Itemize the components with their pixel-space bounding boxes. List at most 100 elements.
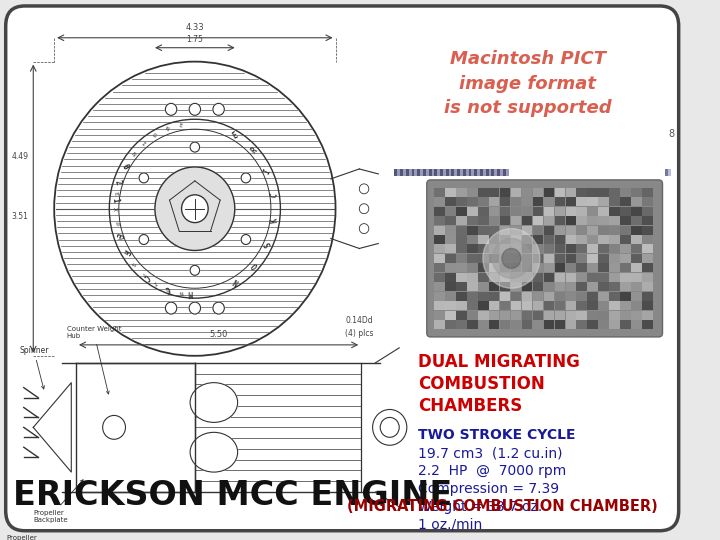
Bar	[598, 207, 609, 215]
Bar	[489, 197, 500, 206]
Text: TWO STROKE CYCLE: TWO STROKE CYCLE	[418, 428, 576, 442]
Bar	[522, 216, 532, 225]
Bar	[554, 301, 565, 310]
Bar	[522, 197, 532, 206]
Bar	[456, 320, 467, 329]
Bar	[445, 207, 456, 215]
Text: Spinner: Spinner	[19, 346, 48, 389]
Bar	[511, 273, 521, 282]
Bar	[400, 169, 403, 176]
Bar	[665, 169, 668, 176]
Bar	[511, 235, 521, 244]
Bar	[456, 197, 467, 206]
Bar	[489, 226, 500, 234]
Circle shape	[359, 224, 369, 234]
Text: E: E	[231, 131, 240, 140]
Bar	[478, 216, 489, 225]
Text: Compression = 7.39: Compression = 7.39	[418, 482, 559, 496]
Circle shape	[189, 302, 201, 314]
Bar	[489, 169, 492, 176]
Bar	[467, 282, 477, 291]
Bar	[588, 207, 598, 215]
Bar	[631, 282, 642, 291]
Bar	[565, 235, 576, 244]
Bar	[500, 197, 510, 206]
FancyBboxPatch shape	[427, 180, 662, 337]
Text: S: S	[130, 260, 136, 266]
Bar	[609, 245, 620, 253]
Bar	[489, 310, 500, 320]
Bar	[533, 226, 543, 234]
Bar	[533, 273, 543, 282]
Bar	[620, 320, 631, 329]
Bar	[577, 197, 587, 206]
Bar	[415, 169, 418, 176]
Text: COMBUSTION: COMBUSTION	[418, 375, 545, 393]
Bar	[434, 226, 445, 234]
Bar	[456, 226, 467, 234]
Bar	[620, 282, 631, 291]
Bar	[467, 207, 477, 215]
Bar	[500, 207, 510, 215]
Bar	[463, 169, 466, 176]
Bar	[642, 216, 652, 225]
Bar	[500, 226, 510, 234]
Bar	[511, 301, 521, 310]
Bar	[500, 320, 510, 329]
Bar	[478, 264, 489, 272]
Bar	[522, 264, 532, 272]
Bar	[588, 320, 598, 329]
Bar	[522, 282, 532, 291]
Bar	[533, 282, 543, 291]
Text: 0: 0	[120, 162, 130, 171]
Ellipse shape	[190, 383, 238, 422]
Bar	[434, 216, 445, 225]
Text: Macintosh PICT: Macintosh PICT	[449, 50, 606, 68]
Bar	[511, 216, 521, 225]
Bar	[500, 169, 503, 176]
Bar	[544, 301, 554, 310]
Text: E: E	[122, 164, 128, 170]
Text: I: I	[140, 141, 146, 147]
Bar	[472, 169, 474, 176]
Bar	[434, 320, 445, 329]
Bar	[642, 245, 652, 253]
Circle shape	[241, 234, 251, 245]
Text: 1.75: 1.75	[186, 35, 203, 44]
Bar	[668, 169, 671, 176]
Bar	[577, 273, 587, 282]
Bar	[577, 301, 587, 310]
Bar	[467, 292, 477, 301]
Text: C: C	[142, 271, 150, 281]
Text: CHAMBERS: CHAMBERS	[418, 396, 523, 415]
Bar	[426, 169, 428, 176]
Bar	[434, 292, 445, 301]
Bar	[445, 273, 456, 282]
Bar	[489, 264, 500, 272]
Bar	[565, 216, 576, 225]
Bar	[456, 301, 467, 310]
Bar	[522, 245, 532, 253]
Text: 2: 2	[113, 179, 123, 186]
Bar	[489, 292, 500, 301]
Bar	[577, 235, 587, 244]
Bar	[554, 207, 565, 215]
Bar	[554, 226, 565, 234]
Bar	[500, 264, 510, 272]
Text: 0.14Dd: 0.14Dd	[345, 316, 373, 325]
Bar	[467, 245, 477, 253]
Circle shape	[190, 142, 199, 152]
Bar	[478, 310, 489, 320]
Bar	[565, 188, 576, 197]
Text: C: C	[270, 192, 279, 199]
Text: E: E	[113, 231, 123, 238]
Text: E: E	[179, 123, 183, 129]
Bar	[577, 188, 587, 197]
Bar	[489, 301, 500, 310]
Bar	[489, 254, 500, 263]
Bar	[577, 264, 587, 272]
Bar	[588, 235, 598, 244]
Bar	[456, 292, 467, 301]
Bar	[554, 197, 565, 206]
Text: I: I	[262, 167, 273, 176]
